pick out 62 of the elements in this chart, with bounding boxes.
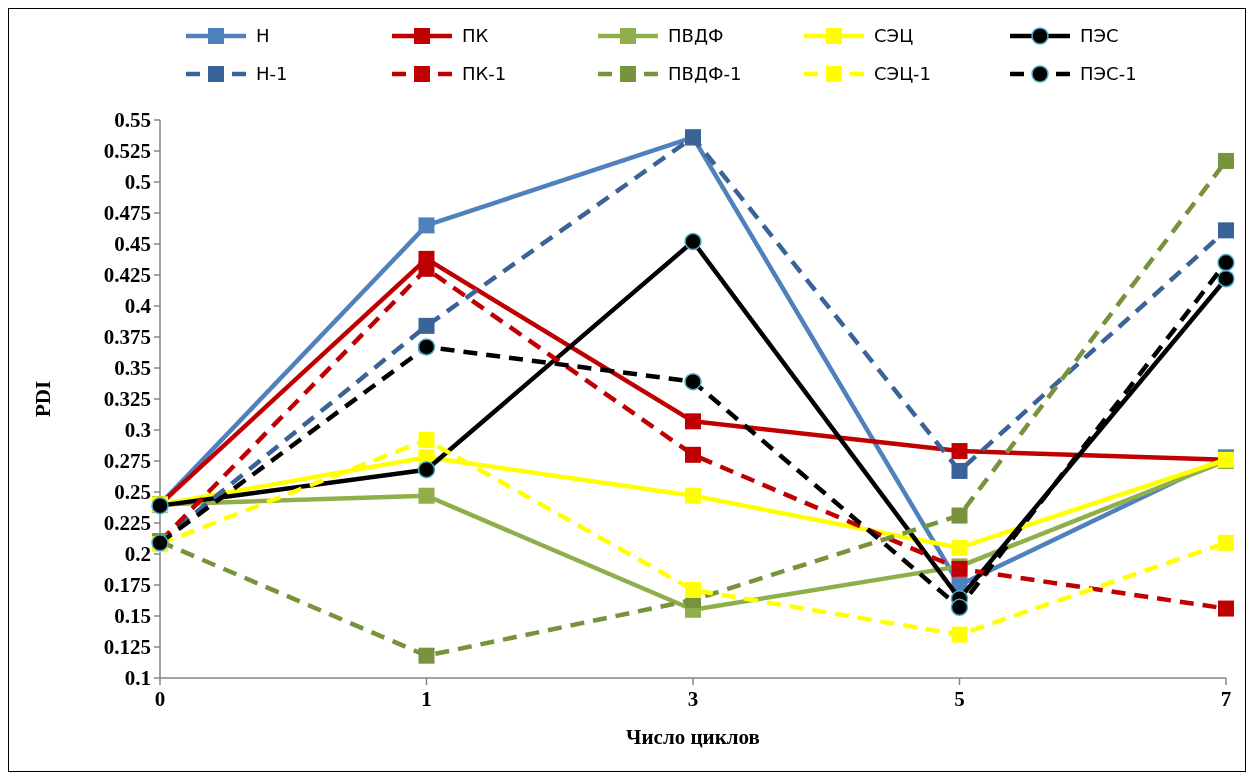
x-tick-label: 7 [1220,687,1232,711]
point [951,443,968,460]
point [685,446,701,463]
y-tick-label: 0.525 [103,139,151,164]
y-tick-label: 0.55 [114,108,151,133]
point [685,487,701,504]
legend-label: Н-1 [256,63,288,85]
point [685,581,701,598]
y-tick-label: 0.1 [124,666,151,691]
legend-label: Н [256,25,270,47]
point [418,431,435,448]
y-tick-label: 0.175 [103,573,151,598]
legend-label: ПВДФ [668,25,724,47]
y-tick-label: 0.35 [114,356,151,381]
x-tick-label: 1 [421,687,432,711]
y-tick-label: 0.3 [124,418,151,443]
y-tick-label: 0.4 [124,294,152,319]
y-tick-label: 0.2 [124,542,151,567]
point [951,626,968,643]
point [951,507,968,524]
y-tick-label: 0.325 [103,387,151,412]
point [1218,600,1234,617]
x-tick-label: 0 [154,687,166,711]
y-tick-label: 0.25 [114,480,151,505]
legend-label: ПВДФ-1 [668,63,742,85]
point [684,232,702,251]
point [418,260,435,277]
y-tick-label: 0.225 [103,511,151,536]
y-tick-label: 0.5 [124,170,151,195]
point [417,338,436,356]
point [418,317,435,334]
x-tick-label: 5 [954,687,965,711]
legend-label: ПЭС-1 [1080,63,1137,85]
point [951,462,968,479]
point [417,460,436,479]
legend-label: СЭЦ-1 [874,63,932,85]
legend-label: ПК-1 [462,63,507,85]
point [950,598,969,617]
y-tick-label: 0.45 [114,232,151,257]
y-tick-label: 0.475 [103,201,151,226]
point [1218,534,1234,551]
point [684,372,702,391]
x-axis-title: Число циклов [626,725,760,749]
legend-label: ПЭС [1080,25,1119,47]
point [418,647,435,664]
y-axis-title: PDI [31,380,55,418]
y-tick-label: 0.275 [103,449,151,474]
legend-label: СЭЦ [874,25,914,47]
y-tick-label: 0.425 [103,263,151,288]
y-tick-label: 0.125 [103,635,151,660]
y-tick-label: 0.15 [114,604,151,629]
point [951,539,968,556]
point [1218,222,1234,239]
point [418,487,435,504]
x-tick-label: 3 [687,687,699,711]
point [1218,152,1234,169]
point [685,413,701,430]
legend-label: ПК [462,25,489,47]
point [1217,269,1235,288]
y-tick-label: 0.375 [103,325,151,350]
point [1217,253,1235,272]
point [418,217,435,234]
